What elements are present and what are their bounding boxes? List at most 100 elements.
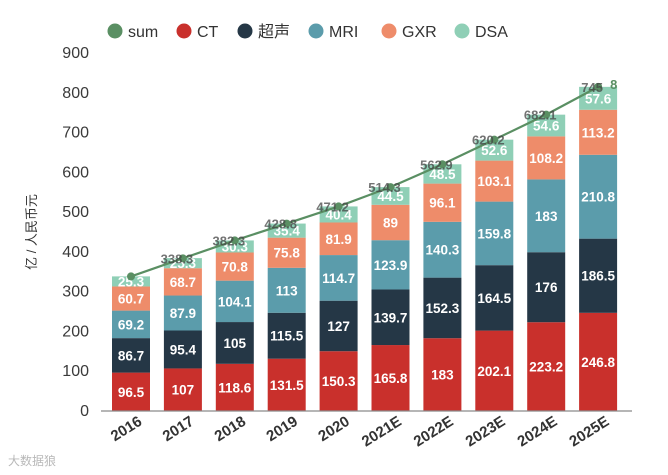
sum-label: 428.8	[264, 217, 297, 232]
data-label: 107	[172, 383, 195, 398]
y-axis: 0 100 200 300 400 500 600 700 800 900	[62, 45, 89, 420]
data-label: 70.8	[222, 260, 249, 275]
data-label: 159.8	[477, 226, 511, 241]
legend-marker	[107, 23, 123, 39]
x-tick-label: 2021E	[359, 413, 405, 450]
bar-segment-CT	[215, 363, 254, 411]
bar-group-2016: 96.5 86.7 69.2 60.7 25.3	[112, 274, 150, 411]
bar-segment-MRI	[371, 240, 410, 290]
bar-segment-CT	[163, 368, 202, 411]
bar-segment-GXR	[475, 160, 514, 202]
watermark: 大数据狼	[8, 454, 57, 468]
legend-marker	[308, 23, 324, 39]
data-label: 131.5	[270, 378, 304, 393]
legend-marker	[381, 23, 397, 39]
bar-segment-CT	[475, 330, 514, 411]
sum-point	[334, 202, 343, 211]
x-tick-label: 2017	[160, 413, 197, 445]
bar-segment-超声	[475, 265, 514, 331]
bar-segment-GXR	[163, 268, 202, 296]
sum-series-line	[130, 85, 599, 278]
data-label: 152.3	[426, 301, 460, 316]
y-axis-label: 亿 / 人民币元	[24, 194, 39, 270]
data-label: 69.2	[118, 317, 144, 332]
data-label: 113	[276, 283, 298, 298]
bar-segment-DSA	[163, 258, 202, 269]
bar-segment-CT	[579, 312, 618, 411]
bar-segment-GXR	[579, 109, 618, 155]
data-label: 60.7	[118, 292, 144, 307]
x-tick-label: 2020	[315, 413, 352, 445]
sum-point	[178, 254, 187, 263]
bar-segment-MRI	[267, 267, 306, 313]
bar-segment-CT	[112, 372, 150, 411]
data-label: 118.6	[218, 380, 252, 395]
sum-point	[490, 135, 499, 144]
bar-segment-MRI	[319, 255, 358, 301]
data-label: 108.2	[529, 151, 563, 166]
data-label: 104.1	[218, 294, 252, 309]
y-tick-label: 600	[62, 164, 89, 181]
data-label: 95.4	[170, 342, 197, 357]
bar-segment-MRI	[112, 310, 150, 339]
x-tick-label: 2022E	[411, 413, 457, 450]
data-label: 210.8	[581, 190, 615, 205]
data-label: 114.7	[322, 271, 355, 286]
bar-group-2024E: 223.2 176 183 108.2 54.6	[527, 114, 566, 411]
bar-group-2023E: 202.1 164.5 159.8 103.1 52.6	[475, 139, 514, 411]
bar-segment-超声	[163, 330, 202, 369]
sum-point	[127, 272, 135, 281]
bar-segment-CT	[423, 338, 462, 411]
bar-segment-MRI	[475, 201, 514, 266]
legend: sum CT 超声 MRI GXR DSA	[107, 23, 508, 41]
bar-segment-CT	[527, 322, 566, 411]
data-label: 52.6	[481, 143, 508, 158]
x-axis: 2016 2017 2018 2019 2020 2021E 2022E 2023E 2024E…	[101, 410, 632, 450]
y-tick-label: 800	[62, 85, 89, 102]
data-label: 103.1	[477, 174, 511, 189]
data-label: 105	[224, 336, 247, 351]
bars: 96.5 86.7 69.2 60.7 25.3 107 95.4 87.9 68.7 25.3 1…	[112, 86, 618, 411]
sum-point	[282, 219, 291, 228]
x-tick-label: 2024E	[515, 413, 561, 450]
data-label: 68.7	[170, 275, 196, 290]
x-tick-label: 2018	[212, 413, 249, 445]
y-tick-label: 500	[62, 204, 89, 221]
data-label: 176	[535, 280, 558, 295]
bar-segment-MRI	[163, 295, 202, 331]
legend-marker	[237, 23, 253, 39]
sum-label-last: 8	[610, 77, 617, 92]
data-label: 123.9	[374, 258, 408, 273]
bar-group-2020: 150.3 127 114.7 81.9 40.4	[319, 206, 358, 411]
bar-segment-MRI	[423, 221, 462, 278]
bar-segment-超声	[267, 312, 306, 359]
bar-segment-GXR	[423, 183, 462, 222]
bar-segment-GXR	[371, 204, 410, 241]
bar-segment-超声	[371, 289, 410, 346]
y-tick-label: 200	[62, 323, 89, 340]
data-label: 127	[327, 319, 350, 334]
bar-segment-MRI	[527, 179, 566, 253]
sum-line: 338.3 382.3 428.8 471.2 514.3 562.9 620.2 682.1…	[127, 77, 617, 281]
y-tick-label: 900	[62, 45, 89, 62]
data-label: 183	[431, 368, 454, 383]
legend-label: DSA	[475, 24, 508, 41]
x-tick-label: 2025E	[566, 413, 612, 450]
data-label: 87.9	[170, 306, 196, 321]
data-label: 186.5	[581, 269, 615, 284]
legend-label: sum	[128, 24, 158, 41]
data-label: 113.2	[582, 125, 615, 140]
bar-segment-GXR	[319, 222, 358, 256]
bar-segment-CT	[267, 358, 306, 411]
legend-marker	[454, 23, 470, 39]
bar-group-2025E: 246.8 186.5 210.8 113.2 57.6	[579, 86, 618, 411]
bar-segment-GXR	[112, 286, 150, 311]
legend-marker	[176, 23, 192, 39]
x-tick-label: 2019	[264, 413, 301, 445]
bar-segment-CT	[371, 345, 410, 411]
data-label: 140.3	[426, 243, 460, 258]
data-label: 48.5	[429, 167, 456, 182]
